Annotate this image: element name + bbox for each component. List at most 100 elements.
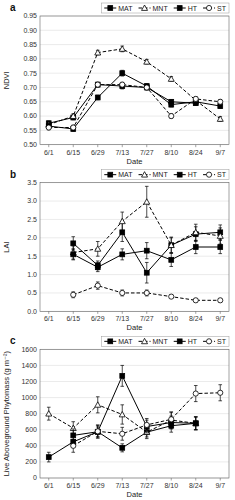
x-axis-label: Date — [127, 490, 143, 499]
data-point — [119, 411, 125, 416]
legend-marker — [177, 6, 182, 11]
x-tick-label: 6/1 — [44, 149, 54, 156]
plot-frame — [40, 349, 229, 478]
x-tick-label: 7/27 — [140, 315, 154, 322]
data-point — [193, 298, 198, 303]
data-point — [95, 50, 101, 55]
y-tick-label: 1400 — [21, 362, 37, 369]
y-tick-label: 1600 — [21, 346, 37, 353]
legend-label: MAT — [118, 5, 133, 12]
legend-marker — [142, 338, 148, 343]
legend-item: MNT — [139, 5, 169, 12]
series-line — [49, 85, 196, 124]
y-tick-label: 0 — [33, 474, 37, 481]
data-point — [193, 420, 199, 425]
data-point — [120, 431, 125, 436]
y-tick-label: 2.5 — [27, 216, 37, 223]
grid-line — [40, 461, 229, 462]
legend-label: MNT — [153, 5, 169, 12]
series-line — [49, 85, 221, 128]
error-bar — [194, 386, 198, 402]
data-point — [193, 229, 199, 234]
series — [46, 82, 223, 130]
plot-area — [46, 46, 224, 131]
series — [70, 186, 223, 259]
error-bar — [47, 125, 51, 130]
error-bar — [145, 262, 149, 283]
error-bar — [120, 444, 124, 452]
series — [71, 282, 223, 303]
x-tick — [220, 145, 221, 148]
error-bar — [96, 425, 100, 438]
x-tick — [73, 145, 74, 148]
data-point — [144, 85, 149, 90]
legend-label: HT — [188, 5, 198, 12]
panel: 0.500.550.600.650.700.750.800.850.900.95… — [2, 2, 229, 166]
error-bar — [120, 427, 124, 440]
data-point — [144, 270, 149, 275]
plot-area — [46, 365, 223, 462]
legend-label: HT — [188, 171, 198, 178]
data-point — [46, 411, 52, 416]
grid-line — [40, 274, 229, 275]
data-point — [46, 455, 51, 460]
data-point — [169, 113, 174, 118]
legend-item: ST — [203, 5, 227, 12]
data-point — [95, 429, 100, 434]
legend-marker — [206, 339, 211, 344]
x-tick-label: 7/13 — [115, 315, 129, 322]
series — [46, 397, 199, 439]
x-tick — [48, 478, 49, 481]
legend: MATMNTHTST — [101, 170, 229, 180]
data-point — [95, 82, 100, 87]
data-point — [169, 417, 174, 422]
grid-line — [40, 130, 229, 131]
x-tick-label: 6/15 — [66, 149, 80, 156]
data-point — [168, 242, 174, 247]
x-tick-label: 8/10 — [164, 315, 178, 322]
legend-item: HT — [174, 171, 198, 178]
legend-marker — [142, 172, 148, 177]
series — [71, 365, 198, 441]
error-bar — [218, 298, 222, 302]
error-bar — [71, 249, 75, 260]
data-point — [95, 429, 100, 434]
legend-label: ST — [217, 171, 227, 178]
x-axis-label: Date — [127, 323, 143, 332]
y-tick-label: 0.50 — [23, 141, 37, 148]
data-point — [120, 373, 125, 378]
data-point — [95, 402, 101, 407]
data-point — [71, 241, 76, 246]
data-point — [120, 252, 125, 257]
legend: MAT MNT HT ST — [101, 3, 229, 13]
x-tick-label: 9/7 — [215, 482, 225, 489]
error-bar — [194, 417, 198, 430]
data-point — [70, 113, 76, 118]
legend-label: MNT — [153, 171, 169, 178]
x-tick-label: 9/7 — [215, 315, 225, 322]
error-bar — [96, 82, 100, 87]
x-tick — [171, 311, 172, 314]
y-axis-label: LAI — [2, 241, 11, 252]
x-tick — [146, 311, 147, 314]
data-point — [168, 76, 174, 81]
data-point — [71, 125, 76, 130]
data-point — [119, 218, 125, 223]
legend-item: ST — [203, 171, 227, 178]
error-bar — [194, 298, 198, 302]
x-tick-label: 6/15 — [66, 315, 80, 322]
grid-line — [40, 201, 229, 202]
error-bar — [120, 82, 124, 87]
y-tick-label: 0.95 — [23, 12, 37, 19]
y-tick-label: 3.5 — [27, 179, 37, 186]
legend-item: MNT — [139, 171, 169, 178]
data-point — [95, 246, 101, 251]
x-tick-label: 9/7 — [215, 149, 225, 156]
y-tick-label: 0.80 — [23, 55, 37, 62]
data-point — [217, 233, 223, 238]
y-tick-label: 1000 — [21, 394, 37, 401]
data-point — [169, 102, 174, 107]
plot-area — [70, 186, 223, 303]
x-tick-label: 6/1 — [44, 482, 54, 489]
data-point — [218, 390, 223, 395]
